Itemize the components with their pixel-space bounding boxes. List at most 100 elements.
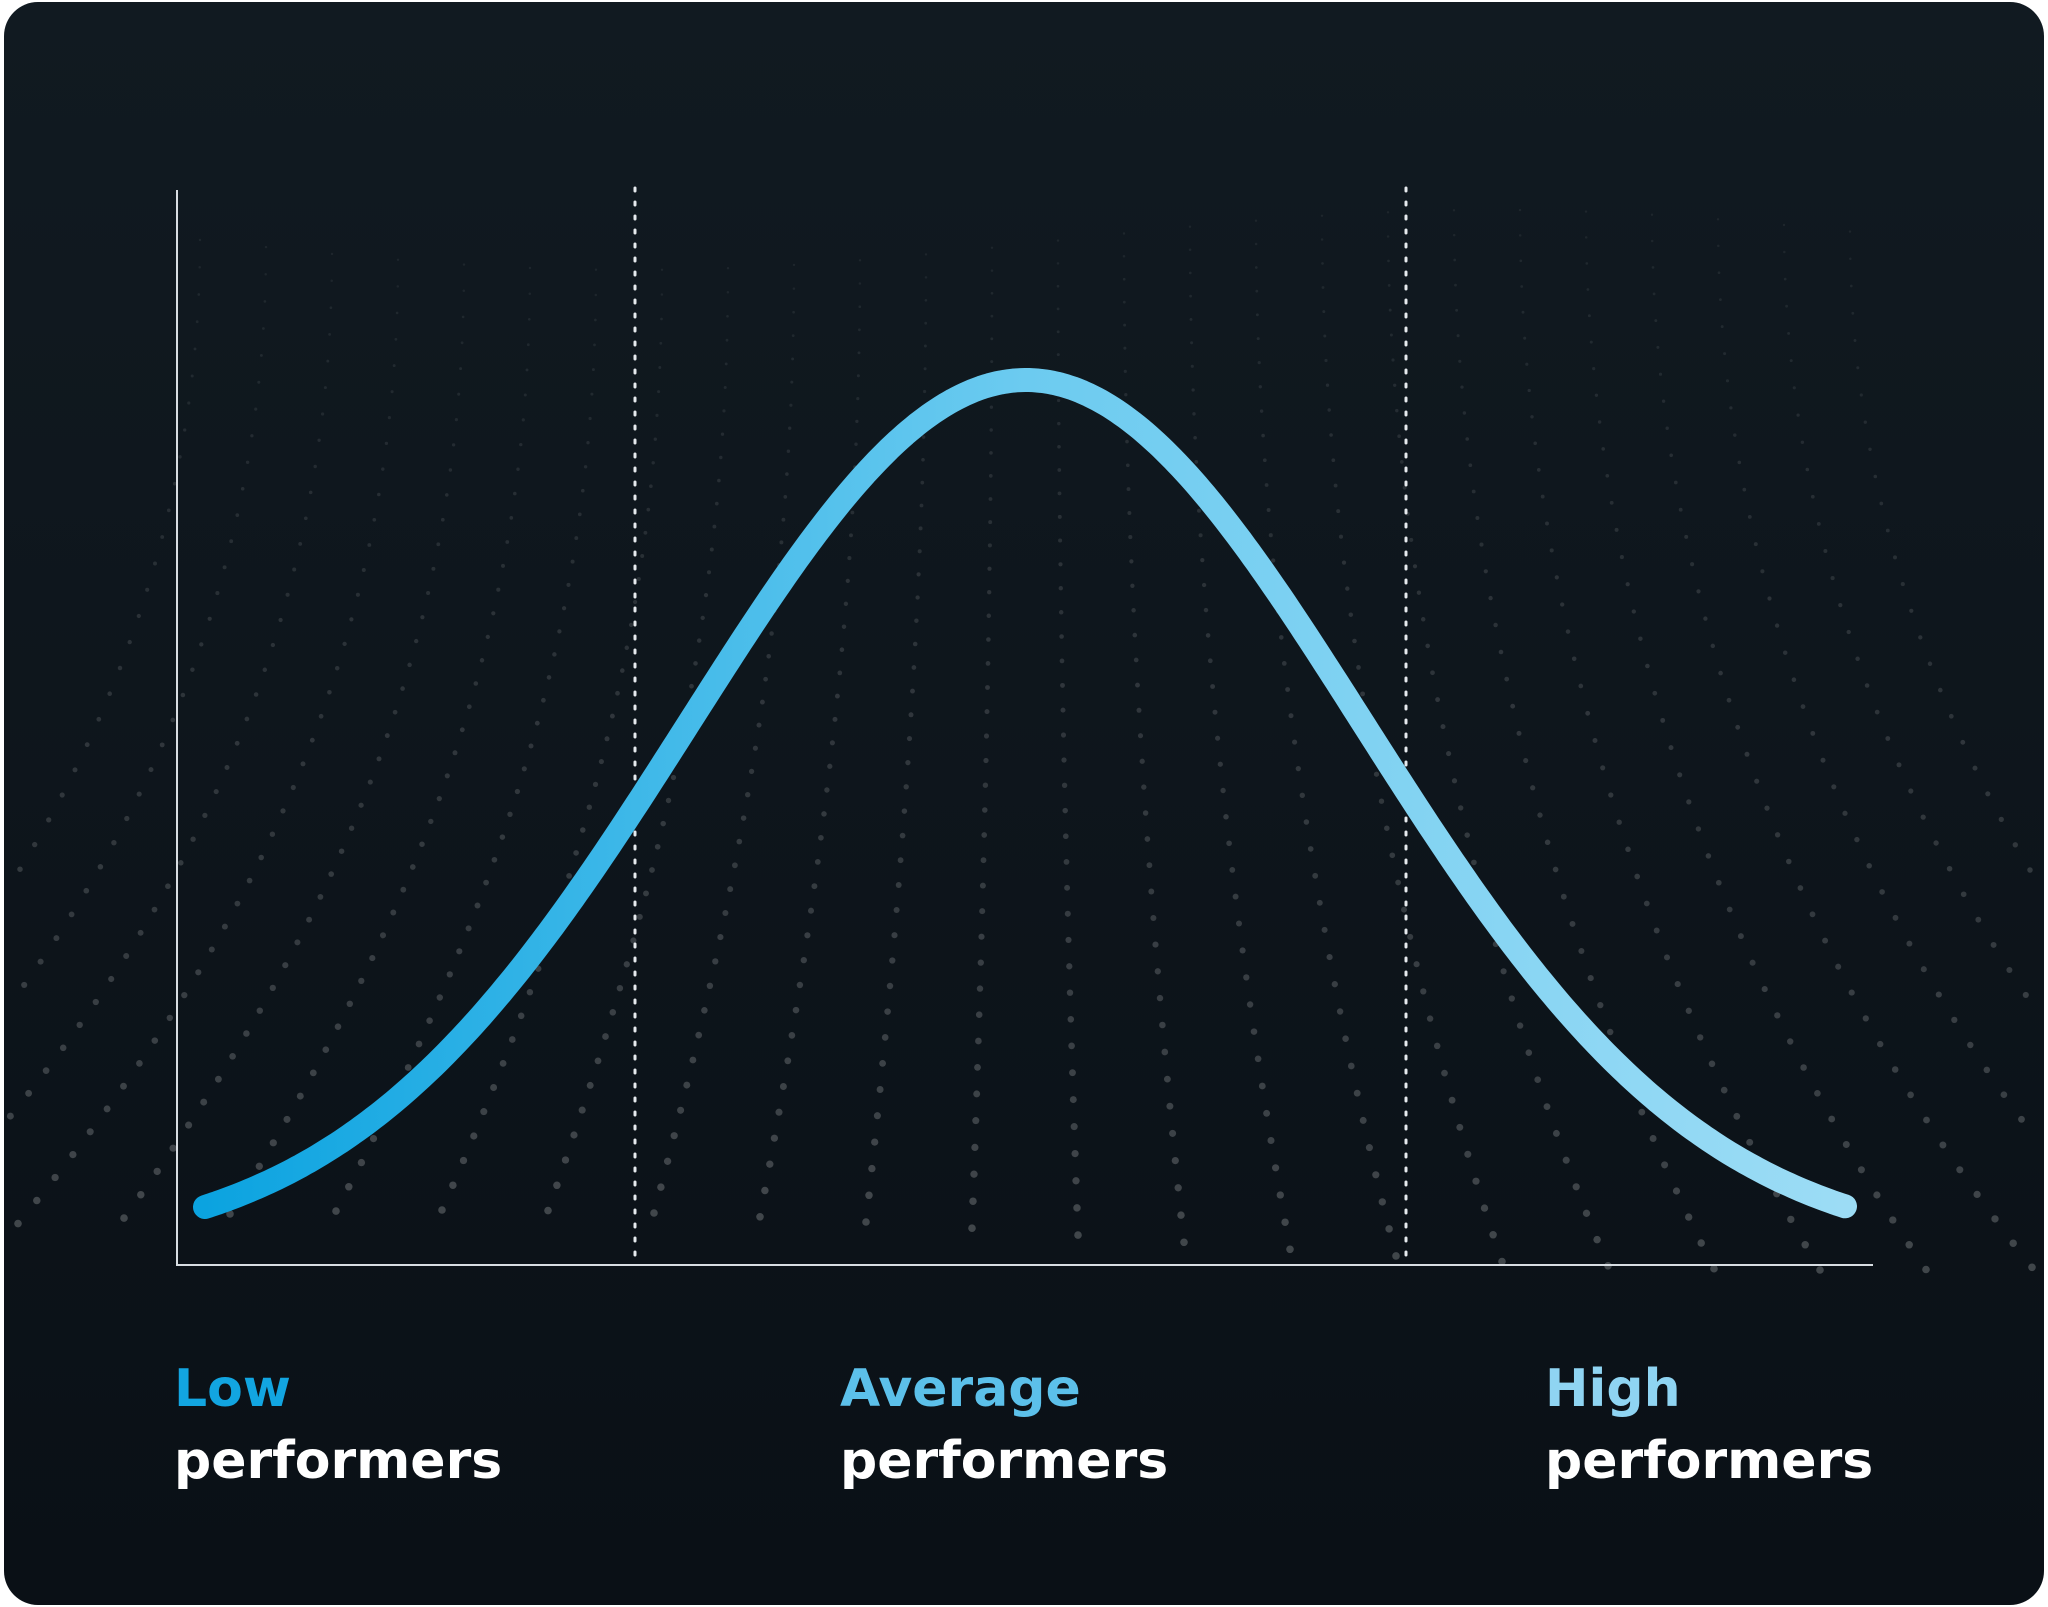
- dot: [1331, 458, 1336, 463]
- dot: [358, 977, 365, 985]
- dot: [1440, 724, 1446, 730]
- dot: [198, 238, 202, 242]
- dot: [1397, 434, 1401, 438]
- dot-field: [6, 208, 2036, 1274]
- dot: [1601, 447, 1605, 451]
- dot: [526, 988, 534, 996]
- dot: [1150, 914, 1157, 922]
- dot: [123, 952, 130, 960]
- dot: [1658, 372, 1663, 376]
- dot: [653, 437, 657, 441]
- dot: [1715, 879, 1722, 886]
- dot: [1342, 1035, 1349, 1042]
- dot: [1855, 656, 1860, 662]
- dot: [775, 1108, 783, 1116]
- dot: [262, 327, 265, 330]
- dot: [1625, 582, 1630, 587]
- dot: [461, 315, 465, 319]
- dot: [1600, 765, 1606, 771]
- dot: [974, 1063, 981, 1071]
- dot: [46, 817, 52, 823]
- dot: [763, 676, 768, 682]
- dot: [660, 268, 664, 271]
- dot: [59, 1044, 67, 1052]
- dot: [250, 434, 254, 438]
- dot: [670, 1132, 678, 1140]
- dot: [1735, 724, 1741, 730]
- dot: [1791, 677, 1797, 682]
- dot: [796, 981, 804, 989]
- dot: [451, 443, 456, 447]
- dot: [1451, 778, 1458, 784]
- dot: [1587, 975, 1594, 982]
- dot: [1255, 313, 1259, 317]
- dot: [1356, 665, 1361, 670]
- dot: [783, 495, 788, 499]
- dot: [594, 318, 597, 322]
- dot: [1708, 1060, 1716, 1068]
- dot: [1144, 836, 1151, 842]
- dot: [903, 784, 909, 790]
- dot: [1060, 682, 1065, 688]
- dot: [1056, 239, 1060, 242]
- dot: [1518, 208, 1522, 212]
- dot: [1518, 234, 1522, 237]
- dot: [1210, 684, 1216, 689]
- dot: [1058, 538, 1063, 543]
- dot: [781, 517, 786, 522]
- dot: [1205, 633, 1211, 638]
- dot: [1663, 954, 1671, 961]
- dot: [526, 343, 530, 347]
- dot: [1525, 362, 1529, 366]
- dot: [1258, 1082, 1266, 1090]
- dot: [303, 516, 308, 521]
- dot: [1516, 730, 1522, 736]
- dot: [624, 645, 630, 651]
- dot: [1939, 1141, 1947, 1149]
- dot: [491, 611, 496, 616]
- dot: [1257, 361, 1261, 365]
- dot: [479, 658, 485, 663]
- dot: [1316, 899, 1323, 906]
- dot: [390, 909, 397, 916]
- dot: [1783, 250, 1786, 254]
- dot: [1654, 319, 1658, 323]
- dot: [845, 578, 850, 584]
- dot: [334, 1023, 342, 1030]
- dot: [508, 1036, 516, 1043]
- dot: [1614, 527, 1619, 532]
- dot: [683, 1081, 691, 1089]
- dot: [975, 1037, 982, 1045]
- dot: [379, 932, 387, 939]
- dot: [1441, 1069, 1448, 1077]
- dot: [190, 374, 194, 378]
- dot: [849, 533, 853, 538]
- bell-curve: [193, 368, 1857, 1219]
- dot: [1321, 926, 1328, 933]
- dot: [446, 971, 453, 978]
- dot: [1191, 388, 1195, 392]
- dot: [525, 368, 529, 372]
- dot: [151, 1037, 159, 1044]
- dot: [1585, 262, 1589, 265]
- dot: [229, 539, 234, 544]
- dot: [1634, 873, 1641, 880]
- dot: [689, 683, 694, 689]
- dot: [665, 797, 672, 804]
- dot: [290, 784, 296, 791]
- dot: [6, 1112, 14, 1120]
- dot: [137, 929, 144, 936]
- dot: [1387, 284, 1391, 287]
- dot: [740, 815, 747, 821]
- dot: [1365, 1144, 1373, 1152]
- dot: [490, 1084, 498, 1091]
- dot: [756, 722, 762, 728]
- dot: [789, 403, 793, 407]
- dot: [521, 766, 527, 772]
- dot: [1533, 441, 1537, 446]
- dot: [1951, 1016, 1958, 1024]
- dot: [1810, 494, 1815, 499]
- dot: [1232, 893, 1239, 900]
- dot: [165, 883, 171, 890]
- dot: [1891, 1066, 1899, 1073]
